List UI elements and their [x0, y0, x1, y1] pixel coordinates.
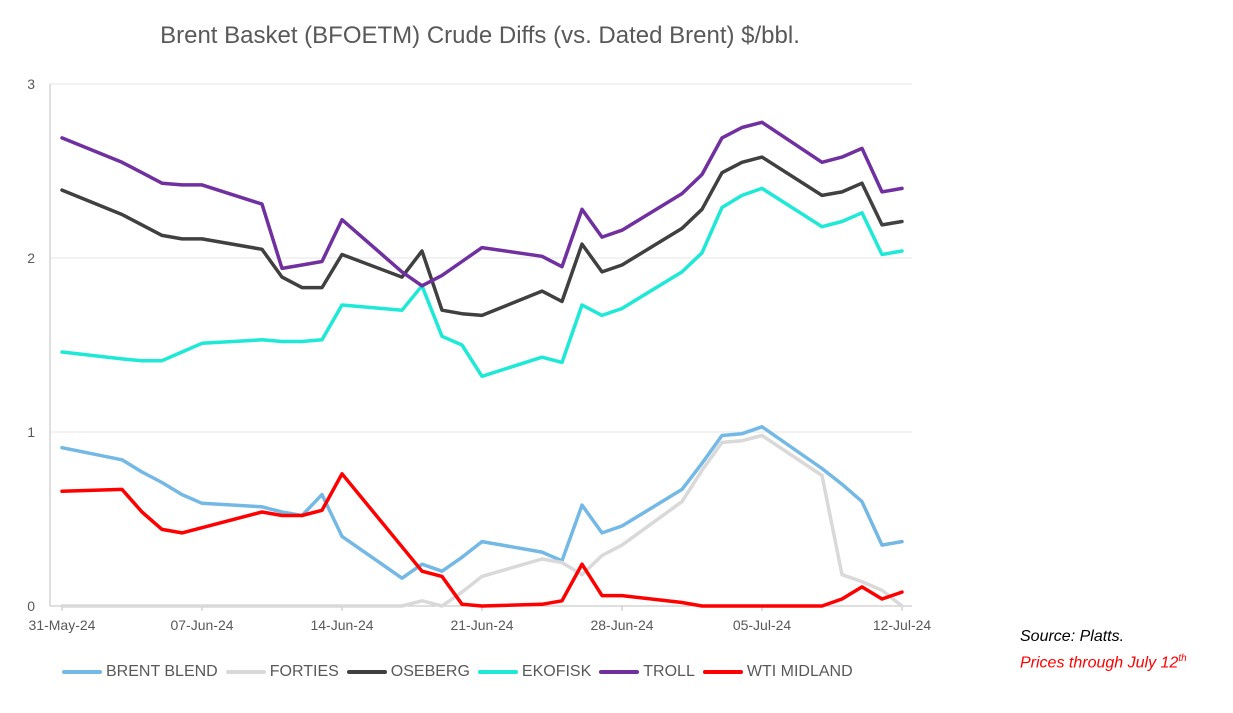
- legend-label: FORTIES: [269, 663, 339, 680]
- prices-note-sup: th: [1178, 653, 1187, 664]
- y-tick-label: 0: [27, 598, 35, 614]
- x-tick-label: 31-May-24: [29, 617, 96, 633]
- legend-item-brent-blend: BRENT BLEND: [62, 663, 218, 681]
- prices-note: Prices through July 12th: [1020, 648, 1187, 674]
- prices-note-text: Prices through July 12: [1020, 654, 1179, 672]
- legend-item-ekofisk: EKOFISK: [477, 663, 592, 681]
- legend-item-oseberg: OSEBERG: [346, 663, 470, 681]
- y-tick-labels: 0 1 2 3: [27, 76, 35, 614]
- legend-swatch: [477, 670, 518, 674]
- x-tick-label: 07-Jun-24: [170, 617, 233, 633]
- y-tick-label: 1: [27, 424, 35, 440]
- legend-label: BRENT BLEND: [106, 663, 218, 680]
- series-line-ekofisk: [60, 186, 904, 379]
- x-tick-label: 28-Jun-24: [590, 617, 653, 633]
- legend-swatch: [225, 670, 266, 674]
- x-tick-label: 05-Jul-24: [733, 617, 792, 633]
- series-line-brent-blend: [60, 425, 904, 580]
- chart-title: Brent Basket (BFOETM) Crude Diffs (vs. D…: [160, 22, 800, 49]
- legend-item-troll: TROLL: [599, 663, 695, 681]
- y-tick-label: 2: [27, 250, 35, 266]
- legend-label: OSEBERG: [390, 663, 470, 680]
- legend-item-forties: FORTIES: [225, 663, 339, 681]
- legend-label: TROLL: [643, 663, 695, 680]
- legend-label: WTI MIDLAND: [746, 663, 853, 680]
- x-tick-label: 21-Jun-24: [450, 617, 513, 633]
- y-tick-label: 3: [27, 76, 35, 92]
- x-tick-label: 12-Jul-24: [873, 617, 932, 633]
- series-line-oseberg: [60, 155, 904, 318]
- source-block: Source: Platts. Prices through July 12th: [1020, 626, 1187, 674]
- legend-swatch: [599, 670, 640, 674]
- legend-item-wti-midland: WTI MIDLAND: [702, 663, 853, 681]
- x-tick-labels: 31-May-24 07-Jun-24 14-Jun-24 21-Jun-24 28-J…: [29, 606, 932, 633]
- series-layer: [60, 120, 904, 608]
- legend-swatch: [702, 670, 743, 674]
- legend-swatch: [346, 670, 387, 674]
- legend-label: EKOFISK: [521, 663, 592, 680]
- series-line-wti-midland: [60, 472, 904, 608]
- series-line-troll: [60, 120, 904, 288]
- chart-legend: BRENT BLEND FORTIES OSEBERG EKOFISK TROLL WTI…: [62, 663, 861, 681]
- legend-swatch: [62, 670, 102, 674]
- source-text: Source: Platts.: [1020, 628, 1125, 645]
- series-line-forties: [60, 433, 904, 608]
- x-tick-label: 14-Jun-24: [310, 617, 373, 633]
